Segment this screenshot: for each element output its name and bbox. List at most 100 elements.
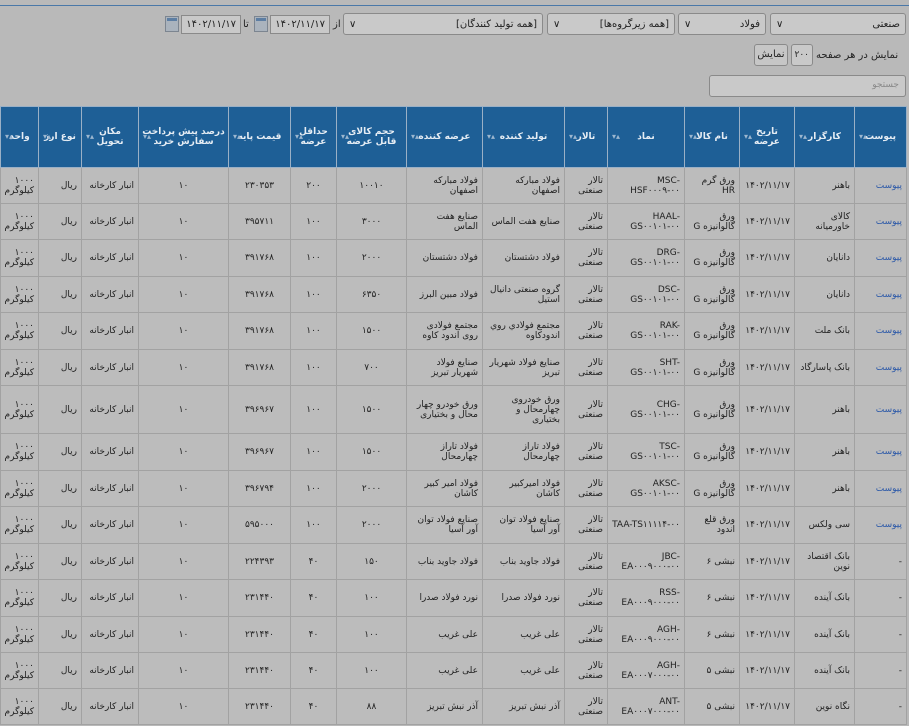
table-cell: ۱۰۰۰ کیلوگرم [0,470,39,507]
table-row[interactable]: پیوست کالای خاورمیانه ۱۴۰۲/۱۱/۱۷ ورق گالوان… [0,203,907,240]
table-cell: TAA-TS۱۱۱۱۴-۰۰ [607,506,685,544]
table-cell: ۱۰۰ [336,579,407,617]
table-cell: AKSC-GS۰۰۱۰۱-۰۰ [607,470,685,507]
table-cell: ۱۰۰۰ کیلوگرم [0,276,39,313]
table-cell: RSS-EA۰۰۰۹۰۰۰-۰۰ [607,579,685,617]
market-select[interactable]: صنعتی ∨ [770,13,906,35]
table-cell: ریال [38,276,82,313]
column-header[interactable]: حجم کالای قابل عرضه ▴▾ [336,106,407,168]
column-header[interactable]: نماد ▴▾ [607,106,685,168]
attachment-link[interactable]: پیوست [854,506,907,544]
table-row[interactable]: پیوست باهنر ۱۴۰۲/۱۱/۱۷ ورق گالوانیزه G CHG-G… [0,385,907,434]
calendar-icon[interactable] [254,16,268,32]
table-cell: انبار کارخانه [81,543,139,580]
table-row[interactable]: پیوست بانک ملت ۱۴۰۲/۱۱/۱۷ ورق گالوانیزه G RA… [0,312,907,350]
attachment-link[interactable]: پیوست [854,385,907,434]
attachment-link[interactable]: پیوست [854,203,907,240]
table-cell: ۱۴۰۲/۱۱/۱۷ [739,167,795,204]
table-cell: ۱۰۰ [290,203,337,240]
column-header[interactable]: حداقل عرضه ▴▾ [290,106,337,168]
subgroup-select[interactable]: [همه زیرگروه‌ها] ∨ [547,13,675,35]
calendar-icon[interactable] [165,16,179,32]
table-row[interactable]: پیوست دانایان ۱۴۰۲/۱۱/۱۷ ورق گالوانیزه G DSC… [0,276,907,313]
table-cell: ۱۰ [138,688,229,725]
attachment-link[interactable]: پیوست [854,239,907,277]
attachment-link[interactable]: پیوست [854,433,907,471]
table-cell: ۱۰۰۰ کیلوگرم [0,688,39,725]
table-cell: ورق گالوانیزه G [684,203,740,240]
table-row[interactable]: پیوست بانک پاسارگاد ۱۴۰۲/۱۱/۱۷ ورق گالوانیز… [0,349,907,386]
column-header[interactable]: نام کالا ▴▾ [684,106,740,168]
column-header[interactable]: پیوست ▴▾ [854,106,907,168]
attachment-link[interactable]: پیوست [854,167,907,204]
table-cell: فولاد امیرکبیر کاشان [482,470,565,507]
table-cell: DSC-GS۰۰۱۰۱-۰۰ [607,276,685,313]
table-cell: ۱۵۰ [336,543,407,580]
table-cell: تالار صنعتی [564,433,608,471]
table-cell: ۱۰۰۱۰ [336,167,407,204]
table-cell: ۱۰۰۰ کیلوگرم [0,167,39,204]
table-cell: ۱۰۰۰ کیلوگرم [0,312,39,350]
table-cell: ورق گرم HR [684,167,740,204]
table-row[interactable]: پیوست باهنر ۱۴۰۲/۱۱/۱۷ ورق گالوانیزه G AKSC-… [0,470,907,507]
table-cell: کالای خاورمیانه [794,203,855,240]
column-header[interactable]: قیمت پایه ▴▾ [228,106,291,168]
column-header[interactable]: واحد ▴▾ [0,106,39,168]
table-cell: ریال [38,385,82,434]
table-row[interactable]: - بانک آینده ۱۴۰۲/۱۱/۱۷ نبشی ۵ AGH-EA۰۰۰۷۰۰۰… [0,652,907,689]
table-row[interactable]: پیوست باهنر ۱۴۰۲/۱۱/۱۷ ورق گرم HR MSC-HSF۰۰۰… [0,167,907,204]
table-cell: ۱۰۰۰ کیلوگرم [0,652,39,689]
sort-icon: ▴▾ [859,132,868,141]
table-cell: ۱۰۰ [290,385,337,434]
table-cell: بانک پاسارگاد [794,349,855,386]
table-row[interactable]: پیوست باهنر ۱۴۰۲/۱۱/۱۷ ورق گالوانیزه G TSC-G… [0,433,907,471]
attachment-link[interactable]: پیوست [854,276,907,313]
table-cell: باهنر [794,433,855,471]
producer-select[interactable]: [همه تولید کنندگان] ∨ [343,13,543,35]
table-cell: ۴۰ [290,543,337,580]
search-input[interactable]: جستجو [709,75,906,97]
table-row[interactable]: - بانک آینده ۱۴۰۲/۱۱/۱۷ نبشی ۶ RSS-EA۰۰۰۹۰۰۰… [0,579,907,617]
table-cell: ۱۰۰۰ کیلوگرم [0,349,39,386]
column-header[interactable]: درصد پیش پرداخت سفارش خرید ▴▾ [138,106,229,168]
table-cell: باهنر [794,385,855,434]
producer-select-value: [همه تولید کنندگان] [455,18,537,30]
per-page-value: ۲۰۰ [794,50,809,60]
table-cell: تالار صنعتی [564,688,608,725]
table-row[interactable]: - نگاه نوین ۱۴۰۲/۱۱/۱۷ نبشی ۵ ANT-EA۰۰۰۷۰۰۰-… [0,688,907,725]
attachment-link[interactable]: پیوست [854,349,907,386]
show-button[interactable]: نمایش [754,44,788,66]
per-page-select[interactable]: ۲۰۰ [791,44,813,66]
column-header[interactable]: مکان تحویل ▴▾ [81,106,139,168]
date-to-input[interactable]: ۱۴۰۲/۱۱/۱۷ [181,15,241,34]
attachment-link[interactable]: پیوست [854,312,907,350]
column-header[interactable]: تالار ▴▾ [564,106,608,168]
table-row[interactable]: - بانک آینده ۱۴۰۲/۱۱/۱۷ نبشی ۶ AGH-EA۰۰۰۹۰۰۰… [0,616,907,653]
chevron-down-icon: ∨ [553,18,561,30]
date-from-input[interactable]: ۱۴۰۲/۱۱/۱۷ [270,15,330,34]
table-cell: ۴۰ [290,688,337,725]
column-header[interactable]: تولید کننده ▴▾ [482,106,565,168]
column-header[interactable]: کارگزار ▴▾ [794,106,855,168]
chevron-down-icon: ∨ [776,18,784,30]
table-cell: ۱۴۰۲/۱۱/۱۷ [739,688,795,725]
table-cell: باهنر [794,167,855,204]
sort-icon: ▴▾ [411,132,420,141]
column-header[interactable]: تاریخ عرضه ▴▾ [739,106,795,168]
column-header[interactable]: نوع ارز ▴▾ [38,106,82,168]
column-header-label: پیوست [864,132,897,142]
table-row[interactable]: پیوست دانایان ۱۴۰۲/۱۱/۱۷ ورق گالوانیزه G DRG… [0,239,907,277]
group-select[interactable]: فولاد ∨ [678,13,766,35]
table-cell: ۱۰ [138,349,229,386]
table-cell: ریال [38,167,82,204]
sort-icon: ▴▾ [689,132,698,141]
table-row[interactable]: - بانک اقتصاد نوین ۱۴۰۲/۱۱/۱۷ نبشی ۶ JBC-EA۰… [0,543,907,580]
table-cell: CHG-GS۰۰۱۰۱-۰۰ [607,385,685,434]
table-cell: انبار کارخانه [81,349,139,386]
sort-icon: ▴▾ [5,132,14,141]
column-header[interactable]: عرضه کننده ▴▾ [406,106,483,168]
attachment-link[interactable]: پیوست [854,470,907,507]
table-row[interactable]: پیوست سی ولکس ۱۴۰۲/۱۱/۱۷ ورق قلع اندود TAA-T… [0,506,907,544]
table-cell: ۴۰ [290,652,337,689]
table-cell: ورق گالوانیزه G [684,433,740,471]
